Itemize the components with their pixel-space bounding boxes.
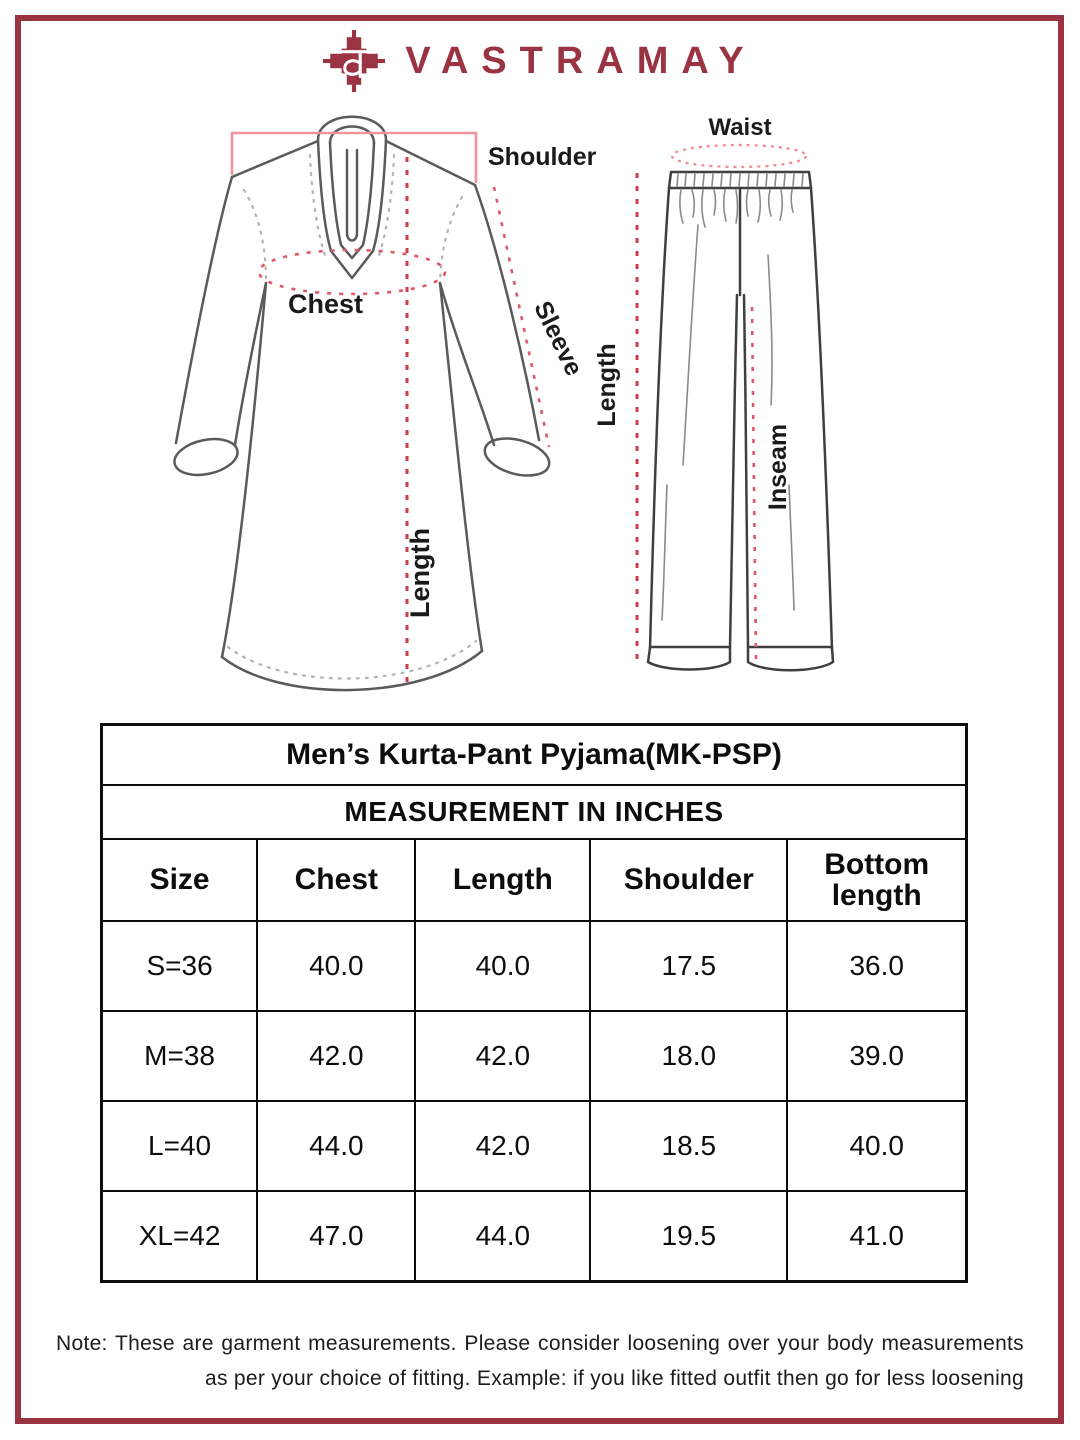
length-value: 40.0 (414, 920, 592, 1012)
size-value: XL=42 (100, 1190, 259, 1283)
note-text: Note: These are garment measurements. Pl… (56, 1332, 1024, 1391)
chest-measure-line (257, 248, 447, 296)
table-title: Men’s Kurta-Pant Pyjama(MK-PSP) (100, 723, 968, 786)
vastramay-logo-icon (323, 30, 386, 92)
table-row-m: M=38 42.0 42.0 18.0 39.0 (100, 1010, 968, 1102)
brand-name: VASTRAMAY (405, 39, 757, 82)
shoulder-value: 18.5 (589, 1100, 789, 1192)
table-row-xl: XL=42 47.0 44.0 19.5 41.0 (100, 1190, 968, 1283)
size-chart-table: Men’s Kurta-Pant Pyjama(MK-PSP) MEASUREM… (100, 723, 968, 1283)
size-value: M=38 (100, 1010, 259, 1102)
devanagari-va-glyph (341, 50, 368, 79)
chest-value: 44.0 (256, 1100, 417, 1192)
column-header-length: Length (414, 838, 592, 922)
brand-logo: VASTRAMAY (0, 30, 1080, 92)
chest-value: 40.0 (256, 920, 417, 1012)
length-value: 42.0 (414, 1100, 592, 1192)
inseam-measure-line (750, 306, 758, 664)
sleeve-measure-line (492, 186, 551, 448)
table-row-l: L=40 44.0 42.0 18.5 40.0 (100, 1100, 968, 1192)
length-value: 42.0 (414, 1010, 592, 1102)
kurta-shoulder-label: Shoulder (488, 143, 597, 171)
pyjama-diagram: Waist Length Inseam (593, 114, 835, 672)
page-border-frame (15, 15, 1064, 1424)
kurta-chest-label: Chest (288, 289, 363, 319)
table-header-row: Size Chest Length Shoulder Bottom length (100, 838, 968, 922)
garment-measurement-diagrams: Shoulder Chest Sleeve Length Waist Lengt… (173, 114, 835, 692)
kurta-length-label: Length (405, 528, 435, 618)
column-header-shoulder: Shoulder (589, 838, 789, 922)
shoulder-value: 18.0 (589, 1010, 789, 1102)
chest-value: 42.0 (256, 1010, 417, 1102)
column-header-bottom-length: Bottom length (786, 838, 968, 922)
pyjama-length-label: Length (593, 343, 621, 426)
kurta-diagram: Shoulder Chest Sleeve Length (173, 115, 597, 692)
column-header-chest: Chest (256, 838, 417, 922)
kurta-sleeve-label: Sleeve (528, 297, 588, 381)
size-value: L=40 (100, 1100, 259, 1192)
pyjama-waist-label: Waist (708, 114, 771, 141)
column-header-size: Size (100, 838, 259, 922)
bottom-length-value: 41.0 (786, 1190, 968, 1283)
chest-value: 47.0 (256, 1190, 417, 1283)
waist-measure-line (670, 143, 808, 169)
bottom-length-value: 36.0 (786, 920, 968, 1012)
shoulder-value: 19.5 (589, 1190, 789, 1283)
bottom-length-value: 40.0 (786, 1100, 968, 1192)
table-subtitle-row: MEASUREMENT IN INCHES (100, 784, 968, 840)
table-row-s: S=36 40.0 40.0 17.5 36.0 (100, 920, 968, 1012)
bottom-length-value: 39.0 (786, 1010, 968, 1102)
length-value: 44.0 (414, 1190, 592, 1283)
shoulder-measure-line (230, 131, 478, 183)
table-subtitle: MEASUREMENT IN INCHES (100, 784, 968, 840)
size-value: S=36 (100, 920, 259, 1012)
pyjama-inseam-label: Inseam (764, 424, 792, 510)
table-title-row: Men’s Kurta-Pant Pyjama(MK-PSP) (100, 723, 968, 786)
shoulder-value: 17.5 (589, 920, 789, 1012)
